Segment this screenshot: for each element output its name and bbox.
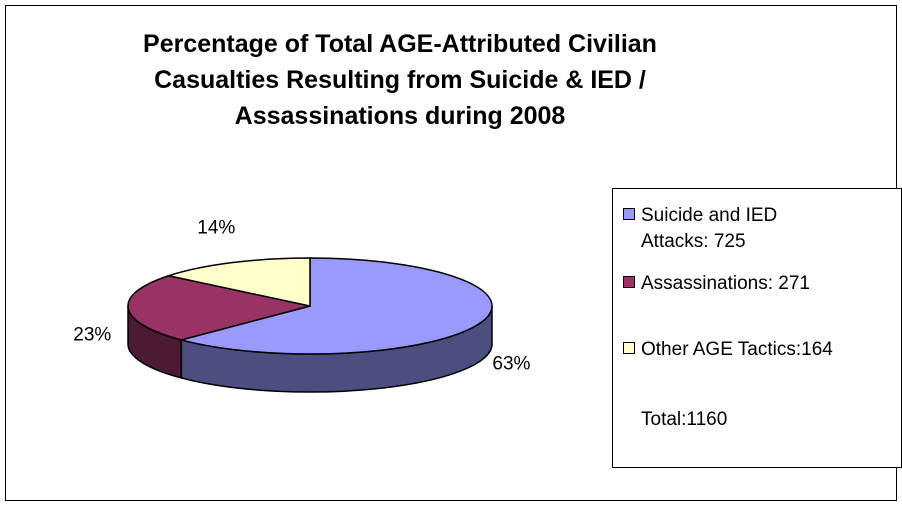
legend-label-other-age-tactics: Other AGE Tactics:164 <box>641 339 833 360</box>
pie-label-other-age-tactics: 14% <box>197 218 235 239</box>
legend-label-assassinations: Assassinations: 271 <box>641 273 810 294</box>
legend-label-suicide-ied: Suicide and IED Attacks: 725 <box>641 205 778 252</box>
pie-slice-other-age-tactics <box>165 257 311 307</box>
chart-title: Percentage of Total AGE-Attributed Civil… <box>143 30 657 130</box>
legend-total: Total:1160 <box>641 409 728 430</box>
legend: Suicide and IED Attacks: 725 Assassinati… <box>612 188 902 468</box>
legend-swatch-other-age-tactics <box>623 342 635 354</box>
pie-slice-assassinations <box>127 274 311 341</box>
pie-slice-suicide-and-ied <box>178 257 493 355</box>
pie-label-suicide-and-ied: 63% <box>492 353 530 374</box>
legend-swatch-suicide-ied <box>623 208 635 220</box>
pie-label-assassinations: 23% <box>73 324 111 345</box>
legend-item-other-age-tactics: Other AGE Tactics:164 <box>623 337 833 363</box>
legend-item-suicide-ied: Suicide and IED Attacks: 725 <box>623 203 777 255</box>
legend-swatch-assassinations <box>623 276 635 288</box>
legend-item-assassinations: Assassinations: 271 <box>623 271 810 297</box>
